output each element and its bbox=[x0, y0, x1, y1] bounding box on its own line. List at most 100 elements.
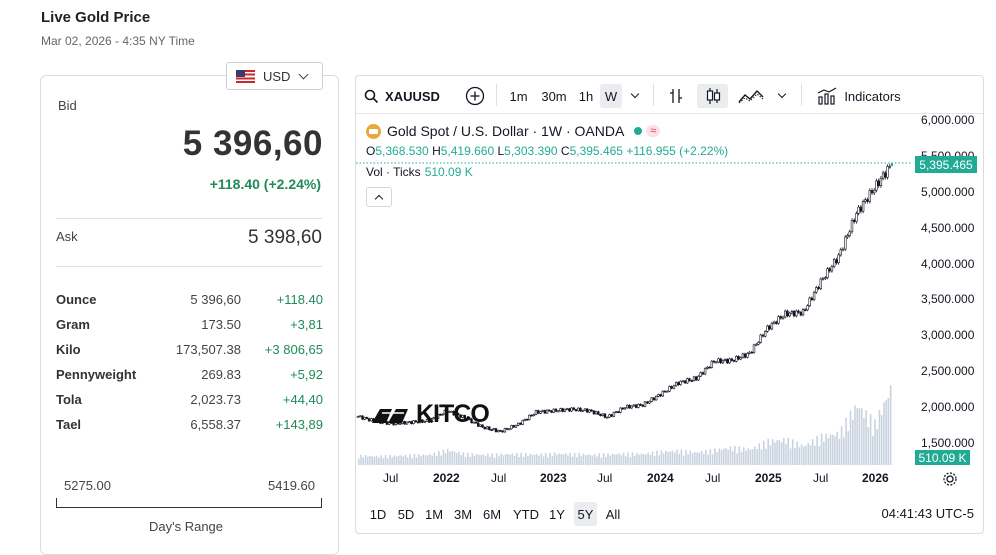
price-axis-label: 2,000.000 bbox=[921, 400, 975, 414]
close-label: C bbox=[560, 144, 570, 158]
symbol-search-button[interactable]: XAUUSD bbox=[362, 84, 442, 108]
unit-change: +5,92 bbox=[290, 367, 323, 382]
chart-legend-title: Gold Spot / U.S. Dollar · 1W · OANDA ≈ bbox=[366, 123, 661, 139]
chevron-up-icon bbox=[374, 194, 384, 203]
volume-tag: 510.09 K bbox=[915, 450, 970, 465]
range-button-6m[interactable]: 6M bbox=[482, 506, 502, 522]
data-delay-badge: ≈ bbox=[646, 125, 661, 137]
price-axis-label: 3,000.000 bbox=[921, 328, 975, 342]
time-axis-label: Jul bbox=[383, 471, 399, 485]
unit-row: Tola 2,023.73 +44,40 bbox=[56, 392, 323, 412]
high-value: 5,419.660 bbox=[440, 144, 495, 158]
range-button-1d[interactable]: 1D bbox=[369, 506, 387, 522]
ask-label: Ask bbox=[56, 229, 78, 244]
toolbar-divider bbox=[356, 113, 983, 114]
range-button-5y[interactable]: 5Y bbox=[574, 502, 597, 526]
search-icon bbox=[364, 89, 379, 103]
bid-label: Bid bbox=[58, 98, 77, 113]
day-range-high: 5419.60 bbox=[268, 478, 315, 493]
last-price-tag: 5,395.465 bbox=[915, 156, 977, 173]
bid-value: 5 396,60 bbox=[182, 124, 323, 163]
ask-value: 5 398,60 bbox=[248, 227, 322, 248]
unit-row: Kilo 173,507.38 +3 806,65 bbox=[56, 342, 323, 362]
symbol-label: XAUUSD bbox=[385, 88, 440, 104]
day-range-bar bbox=[56, 498, 322, 508]
gold-coin-icon bbox=[366, 123, 381, 139]
unit-name: Pennyweight bbox=[56, 367, 137, 382]
toolbar-separator bbox=[801, 84, 802, 106]
bar-chart-type-button[interactable] bbox=[662, 84, 690, 108]
collapse-legend-button[interactable] bbox=[366, 187, 392, 207]
chart-clock: 04:41:43 UTC-5 bbox=[881, 506, 975, 521]
unit-change: +143,89 bbox=[275, 417, 323, 432]
indicators-label: Indicators bbox=[844, 88, 901, 104]
unit-price: 173,507.38 bbox=[175, 342, 241, 357]
time-axis-label: Jul bbox=[813, 471, 829, 485]
range-button-1y[interactable]: 1Y bbox=[549, 506, 565, 522]
currency-label: USD bbox=[263, 68, 291, 84]
time-axis-label: 2026 bbox=[862, 471, 889, 485]
unit-change: +3,81 bbox=[290, 317, 323, 332]
time-axis-label: 2023 bbox=[540, 471, 567, 485]
chart-settings-button[interactable] bbox=[940, 469, 960, 489]
toolbar-separator bbox=[496, 84, 497, 106]
interval-1m[interactable]: 1m bbox=[509, 88, 528, 104]
unit-row: Pennyweight 269.83 +5,92 bbox=[56, 367, 323, 387]
high-label: H bbox=[432, 144, 441, 158]
gear-icon bbox=[943, 472, 957, 486]
interval-dropdown[interactable] bbox=[625, 84, 645, 108]
open-label: O bbox=[366, 144, 376, 158]
bid-change: +118.40 (+2.24%) bbox=[209, 176, 321, 192]
kitco-gold-bars-icon bbox=[372, 408, 408, 423]
unit-name: Gram bbox=[56, 317, 90, 332]
ohlc-readout: O5,368.530 H5,419.660 L5,303.390 C5,395.… bbox=[366, 144, 728, 158]
kitco-wordmark: KITCO bbox=[416, 400, 490, 428]
range-button-all[interactable]: All bbox=[605, 506, 621, 522]
time-axis-label: 2025 bbox=[755, 471, 782, 485]
unit-change: +44,40 bbox=[282, 392, 323, 407]
price-axis-label: 5,000.000 bbox=[921, 185, 975, 199]
plus-circle-icon bbox=[465, 86, 485, 106]
change-value: +116.955 (+2.22%) bbox=[626, 144, 729, 158]
chart-type-dropdown[interactable] bbox=[772, 84, 792, 108]
unit-change: +118.40 bbox=[276, 292, 323, 307]
price-axis-label: 6,000.000 bbox=[921, 113, 975, 127]
chevron-down-icon bbox=[299, 69, 309, 79]
price-axis-label: 2,500.000 bbox=[921, 364, 975, 378]
unit-price: 269.83 bbox=[201, 367, 241, 382]
range-button-1m[interactable]: 1M bbox=[424, 506, 444, 522]
us-flag-icon bbox=[236, 69, 255, 83]
low-value: 5,303.390 bbox=[504, 144, 558, 158]
unit-price: 6,558.37 bbox=[190, 417, 241, 432]
low-label: L bbox=[497, 144, 505, 158]
time-axis-label: 2024 bbox=[647, 471, 674, 485]
market-open-status-icon bbox=[634, 127, 643, 135]
volume-readout: Vol · Ticks 510.09 K bbox=[366, 165, 473, 179]
currency-selector[interactable]: USD bbox=[226, 62, 323, 90]
range-button-3m[interactable]: 3M bbox=[453, 506, 473, 522]
indicators-button[interactable]: Indicators bbox=[810, 84, 908, 108]
price-axis-label: 3,500.000 bbox=[921, 292, 975, 306]
interval-1h[interactable]: 1h bbox=[578, 88, 594, 104]
candles-chart-type-button[interactable] bbox=[697, 84, 728, 108]
day-range-low: 5275.00 bbox=[64, 478, 111, 493]
unit-price: 5 396,60 bbox=[190, 292, 241, 307]
unit-price: 173.50 bbox=[201, 317, 241, 332]
range-button-ytd[interactable]: YTD bbox=[513, 506, 539, 522]
toolbar-separator bbox=[653, 84, 654, 106]
unit-row: Gram 173.50 +3,81 bbox=[56, 317, 323, 337]
compare-button[interactable] bbox=[462, 84, 488, 108]
unit-row: Ounce 5 396,60 +118.40 bbox=[56, 292, 323, 312]
area-chart-type-button[interactable] bbox=[735, 84, 767, 108]
page-subtitle: Mar 02, 2026 - 4:35 NY Time bbox=[41, 34, 195, 48]
interval-w[interactable]: W bbox=[600, 84, 622, 108]
kitco-logo: KITCO bbox=[370, 400, 490, 429]
unit-change: +3 806,65 bbox=[264, 342, 323, 357]
divider bbox=[56, 218, 322, 219]
chart-legend-title-text: Gold Spot / U.S. Dollar · 1W · OANDA bbox=[387, 123, 625, 139]
indicators-icon bbox=[818, 87, 837, 105]
price-axis-label: 4,500.000 bbox=[921, 221, 975, 235]
volume-label: Vol · Ticks bbox=[366, 165, 421, 179]
range-button-5d[interactable]: 5D bbox=[397, 506, 415, 522]
interval-30m[interactable]: 30m bbox=[541, 88, 567, 104]
